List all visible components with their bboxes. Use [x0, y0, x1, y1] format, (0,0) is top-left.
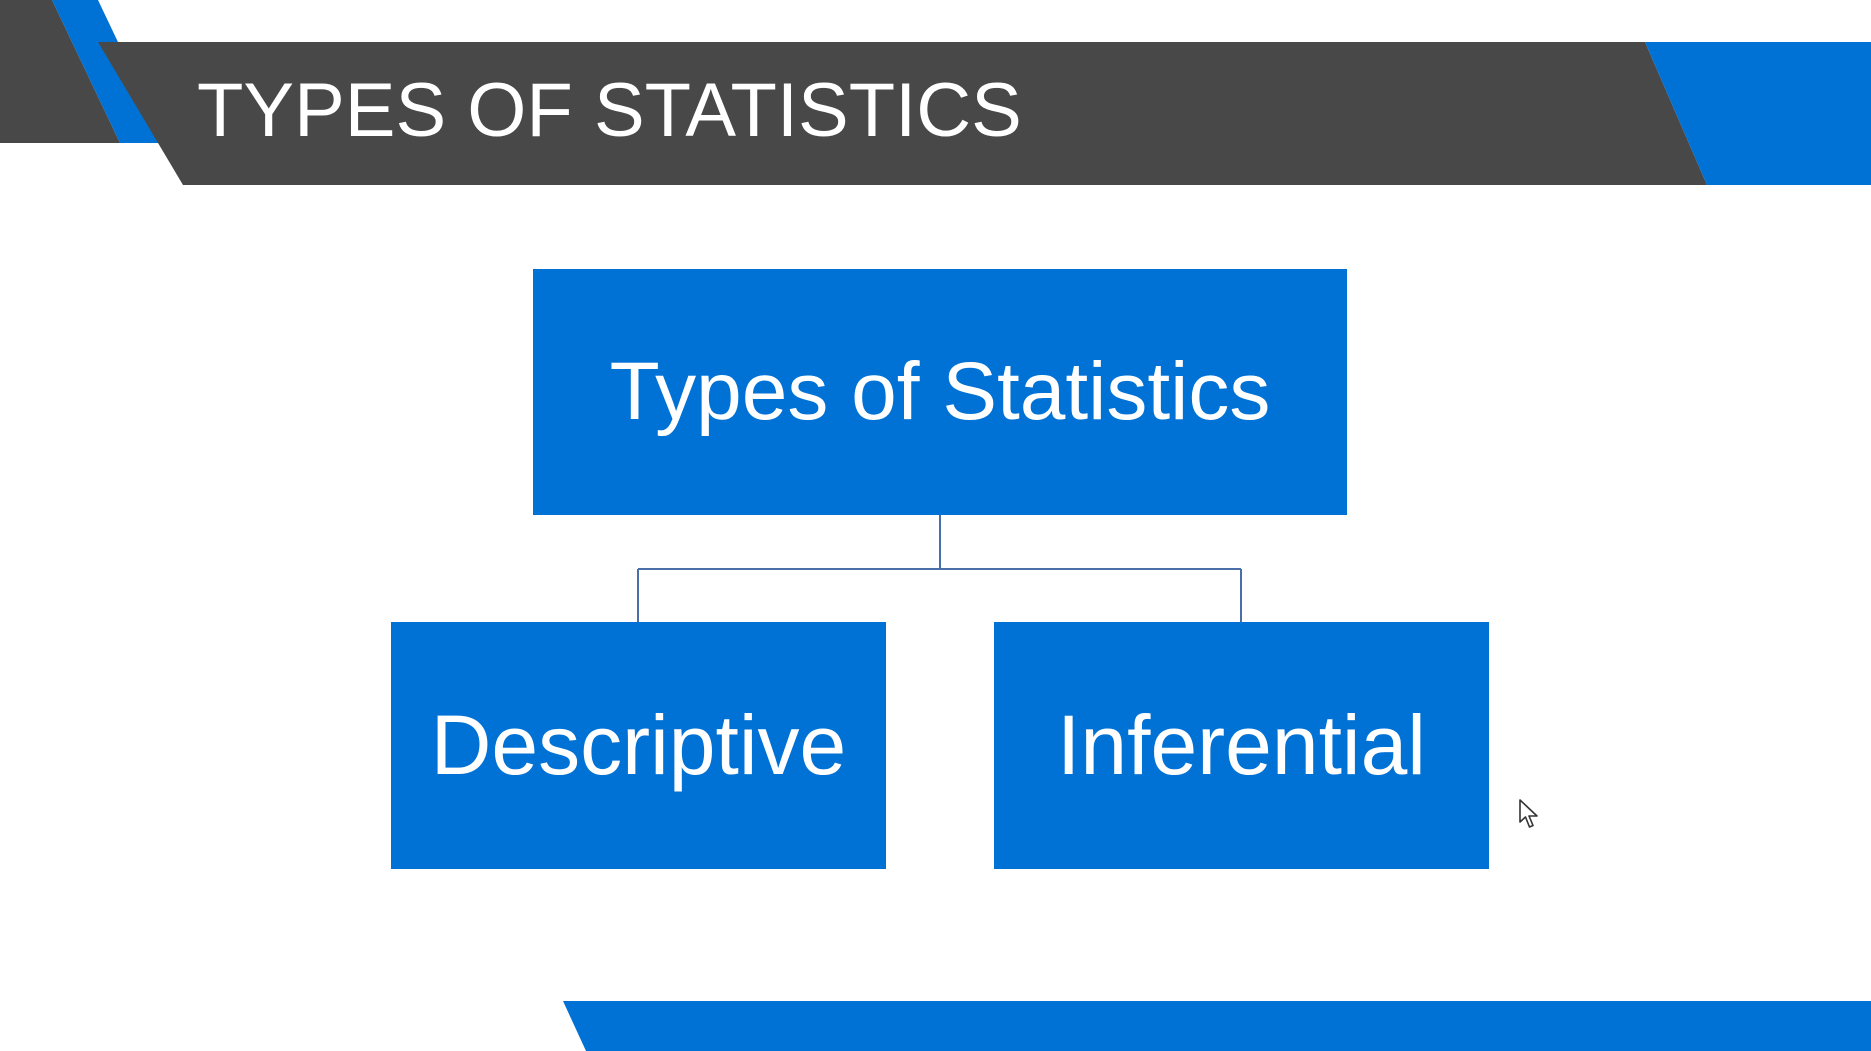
diagram-child-box-inferential: Inferential — [994, 622, 1489, 869]
slide-title: TYPES OF STATISTICS — [197, 68, 1022, 153]
diagram-root-label: Types of Statistics — [609, 346, 1271, 437]
diagram-child-box-descriptive: Descriptive — [391, 622, 886, 869]
diagram-root-box: Types of Statistics — [533, 269, 1347, 515]
header-bar — [98, 42, 1707, 185]
footer-bar — [563, 1001, 1871, 1051]
header-accent-blue-right — [1645, 42, 1871, 185]
connectors — [637, 515, 1242, 622]
mouse-pointer-icon — [1519, 799, 1538, 828]
diagram-child-label-descriptive: Descriptive — [430, 698, 847, 792]
diagram-child-label-inferential: Inferential — [1057, 698, 1426, 792]
header-corner-dark — [0, 0, 120, 143]
